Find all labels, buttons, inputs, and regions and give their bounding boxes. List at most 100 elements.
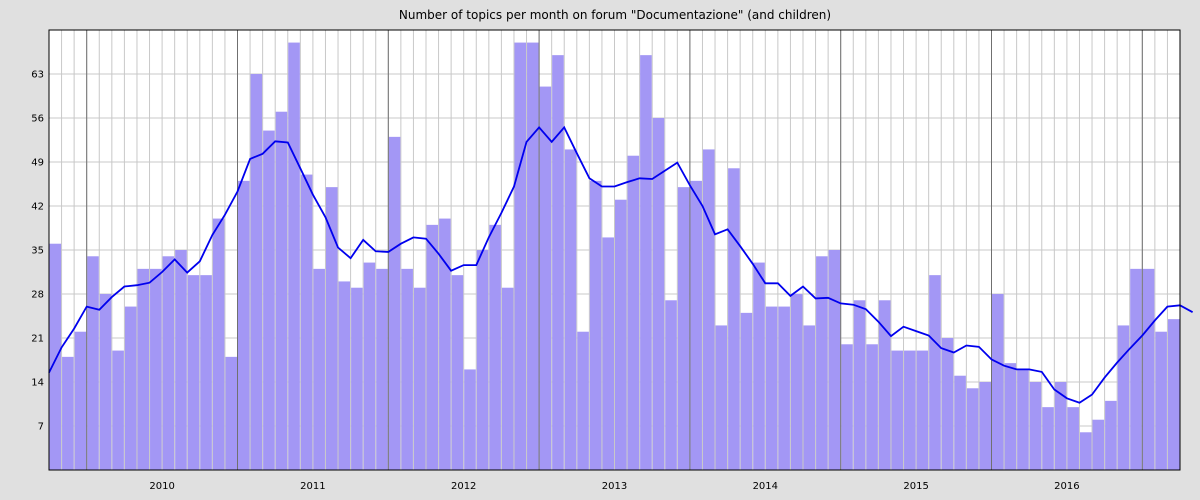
bar xyxy=(99,294,112,470)
bar xyxy=(778,306,790,470)
y-tick-label: 21 xyxy=(31,334,44,345)
y-tick-label: 28 xyxy=(31,290,44,301)
bar xyxy=(904,350,916,470)
bar xyxy=(828,250,841,470)
bar xyxy=(1167,319,1180,470)
x-axis-ticks: 2010 2011 2012 2013 2014 2015 2016 xyxy=(149,481,1079,492)
bar xyxy=(263,130,275,471)
bar xyxy=(1092,419,1105,470)
x-tick-label: 2012 xyxy=(451,481,476,492)
bar xyxy=(150,268,162,470)
bar xyxy=(464,369,476,470)
bar xyxy=(62,356,74,470)
bar xyxy=(1105,400,1117,470)
bar xyxy=(514,42,527,470)
bar xyxy=(501,287,514,470)
bar xyxy=(690,180,702,470)
bar xyxy=(200,275,212,470)
bar xyxy=(1079,432,1092,470)
bar xyxy=(615,199,627,470)
bar xyxy=(853,300,866,470)
bar xyxy=(878,300,891,470)
bar xyxy=(602,237,614,470)
bar xyxy=(1017,369,1029,470)
bar xyxy=(577,331,589,470)
bar xyxy=(351,287,363,470)
x-tick-label: 2015 xyxy=(903,481,928,492)
bar xyxy=(1130,268,1142,470)
y-tick-label: 35 xyxy=(31,246,44,257)
bar xyxy=(941,338,954,470)
year-line-layer xyxy=(86,30,1143,470)
bar xyxy=(439,218,451,470)
y-tick-label: 56 xyxy=(31,114,44,125)
bar xyxy=(929,275,941,470)
bar xyxy=(803,325,816,470)
bar xyxy=(790,294,803,470)
x-tick-label: 2016 xyxy=(1054,481,1079,492)
x-tick-label: 2010 xyxy=(149,481,174,492)
bar xyxy=(564,149,577,470)
y-tick-label: 7 xyxy=(38,422,44,433)
x-tick-label: 2014 xyxy=(753,481,778,492)
bar xyxy=(376,268,388,470)
bar xyxy=(1155,331,1167,470)
bar xyxy=(250,74,263,470)
bar xyxy=(665,300,677,470)
bar xyxy=(175,250,187,470)
y-tick-label: 14 xyxy=(31,378,44,389)
bar xyxy=(489,224,501,470)
bar xyxy=(451,275,464,470)
bar xyxy=(74,331,87,470)
bar xyxy=(137,268,150,470)
bar xyxy=(325,187,338,470)
bar xyxy=(162,256,175,470)
bar xyxy=(124,306,137,470)
bar xyxy=(238,180,250,470)
bar xyxy=(225,356,237,470)
bar xyxy=(627,155,640,470)
bar xyxy=(866,344,878,470)
bar xyxy=(816,256,828,470)
y-tick-label: 63 xyxy=(31,70,44,81)
y-tick-label: 42 xyxy=(31,202,44,213)
bar xyxy=(966,388,979,470)
bar xyxy=(728,168,740,471)
bar xyxy=(275,111,288,470)
bar xyxy=(212,218,225,470)
bar xyxy=(841,344,853,470)
bar xyxy=(640,55,652,471)
bar xyxy=(1042,407,1054,470)
x-tick-label: 2013 xyxy=(602,481,627,492)
bar xyxy=(652,118,665,470)
bar xyxy=(313,268,325,470)
bar xyxy=(589,180,602,470)
x-tick-label: 2011 xyxy=(300,481,325,492)
bar xyxy=(891,350,904,470)
bar xyxy=(288,42,300,470)
bar xyxy=(527,42,539,470)
bar xyxy=(753,262,765,470)
bar xyxy=(112,350,124,470)
y-tick-label: 49 xyxy=(31,158,44,169)
bar xyxy=(187,275,200,470)
bar xyxy=(702,149,715,470)
bar xyxy=(87,256,99,470)
bar xyxy=(677,187,690,470)
bar xyxy=(1142,268,1155,470)
bar xyxy=(740,312,753,470)
bar xyxy=(300,174,313,471)
bar xyxy=(338,281,351,470)
bar xyxy=(765,306,778,470)
plot-border xyxy=(48,29,1181,471)
bar xyxy=(426,224,439,470)
bar xyxy=(476,250,489,470)
bar-layer xyxy=(49,42,1180,471)
bar xyxy=(715,325,728,470)
bar xyxy=(363,262,376,470)
bar xyxy=(1117,325,1130,470)
bar xyxy=(552,55,564,471)
bar xyxy=(413,287,426,470)
bar xyxy=(992,294,1004,470)
bar xyxy=(388,136,401,470)
